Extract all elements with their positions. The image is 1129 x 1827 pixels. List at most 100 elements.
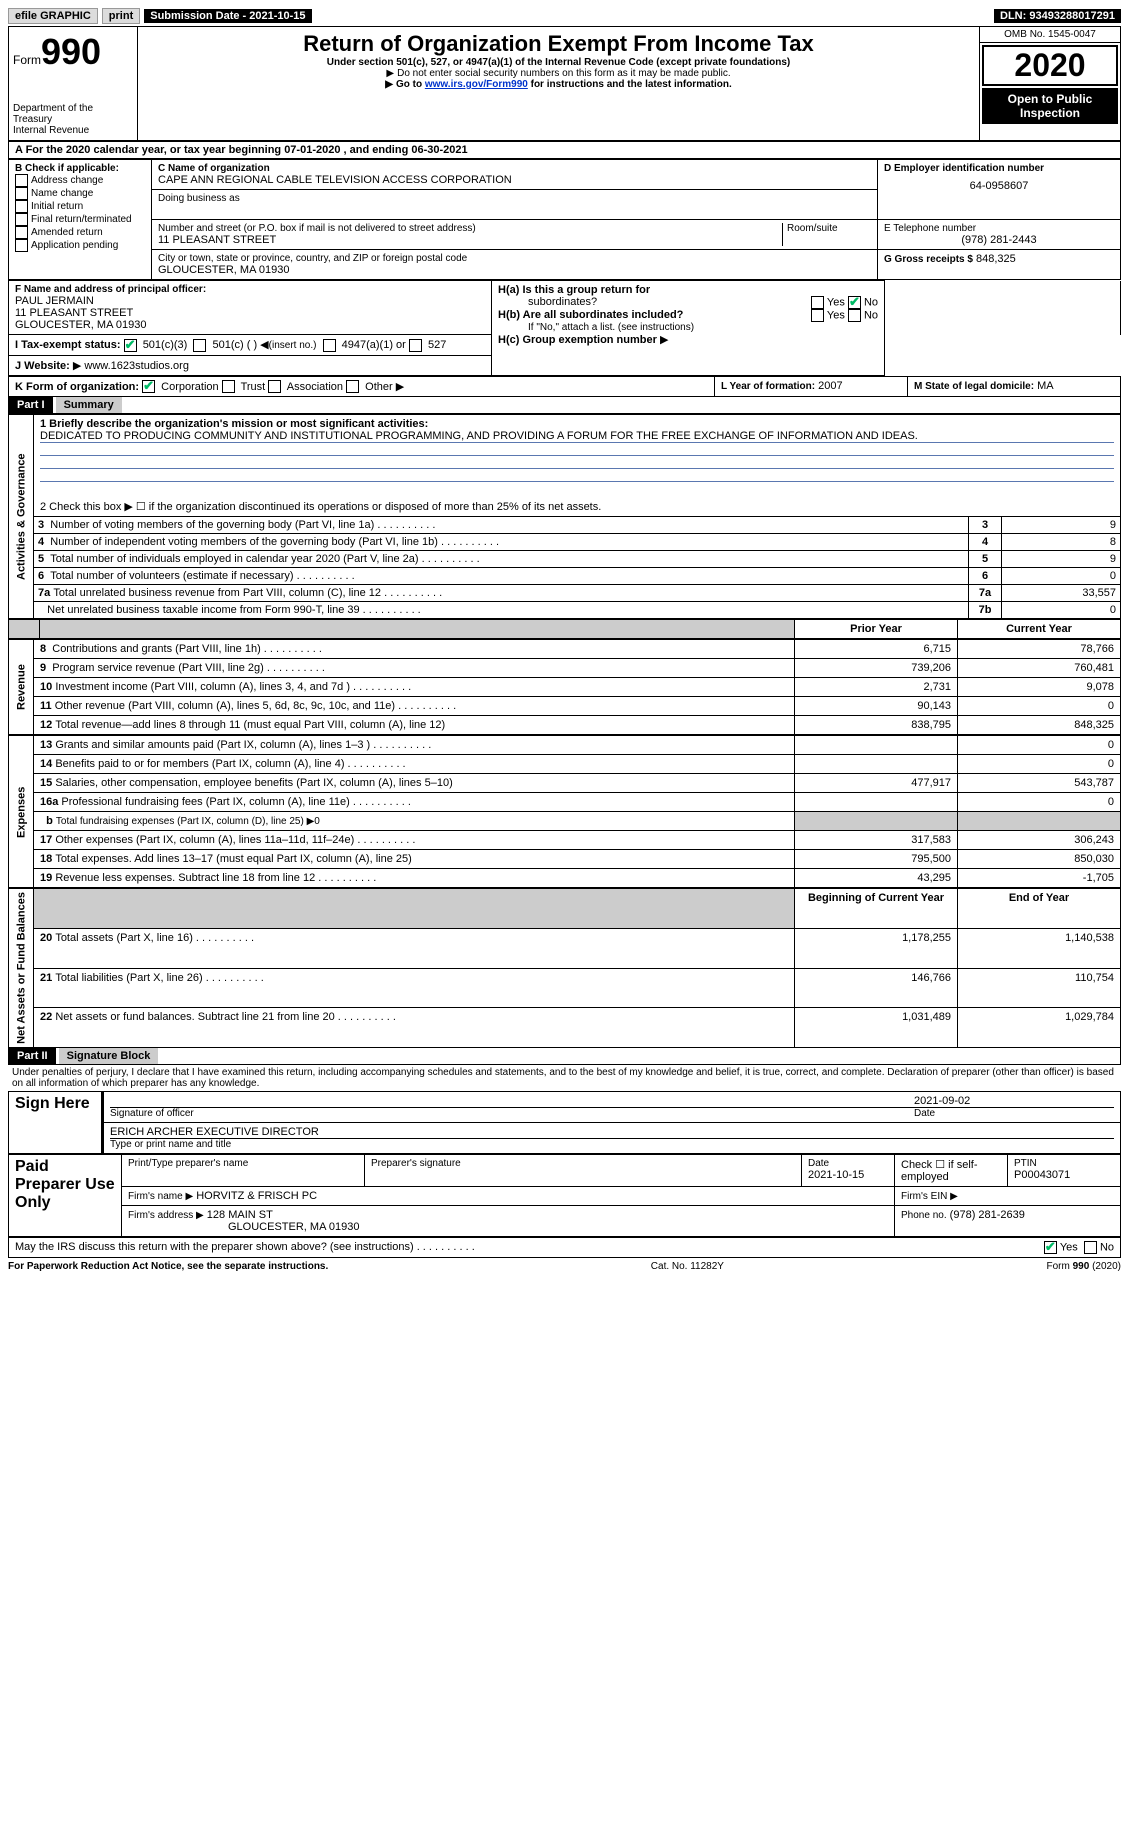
- dept-line2: Treasury: [13, 114, 133, 125]
- exp-14-text: Benefits paid to or for members (Part IX…: [55, 758, 405, 770]
- print-btn[interactable]: print: [102, 8, 140, 24]
- i-527: 527: [428, 339, 446, 351]
- domicile-state: MA: [1037, 380, 1054, 392]
- f-cell: F Name and address of principal officer:…: [9, 281, 492, 335]
- pc-header: Prior Year Current Year: [8, 619, 1121, 639]
- omb-number: OMB No. 1545-0047: [980, 27, 1120, 43]
- k-trust: Trust: [241, 381, 266, 393]
- firm-phone: (978) 281-2639: [950, 1209, 1025, 1221]
- chk-final[interactable]: [15, 213, 28, 226]
- irs-link[interactable]: www.irs.gov/Form990: [425, 79, 528, 90]
- no-text3: No: [1100, 1241, 1114, 1253]
- tax-year: 2020: [982, 45, 1118, 86]
- hb-note: If "No," attach a list. (see instruction…: [528, 322, 878, 333]
- chk-amended[interactable]: [15, 226, 28, 239]
- chk-name[interactable]: [15, 187, 28, 200]
- rev-12-c: 848,325: [958, 716, 1121, 735]
- e-label: E Telephone number: [884, 223, 1114, 234]
- firm-name: HORVITZ & FRISCH PC: [196, 1190, 317, 1202]
- ha-label2: subordinates?: [528, 296, 597, 309]
- hb-yes[interactable]: [811, 309, 824, 322]
- chk-527[interactable]: [409, 339, 422, 352]
- current-year-hdr: Current Year: [958, 620, 1121, 639]
- part2-hdr-row: Part II Signature Block: [8, 1048, 1121, 1065]
- exp-14-p: [795, 755, 958, 774]
- chk-4947[interactable]: [323, 339, 336, 352]
- hb-label: H(b) Are all subordinates included?: [498, 309, 683, 322]
- rev-9-p: 739,206: [795, 659, 958, 678]
- chk-other[interactable]: [346, 380, 359, 393]
- chk-initial[interactable]: [15, 200, 28, 213]
- ha-yes[interactable]: [811, 296, 824, 309]
- form-footer: Form: [1047, 1261, 1073, 1272]
- dln-label: DLN: 93493288017291: [994, 9, 1121, 23]
- form-990-footer: 990: [1073, 1261, 1090, 1272]
- exp-16b-p: [795, 812, 958, 831]
- rev-12-p: 838,795: [795, 716, 958, 735]
- val-7b: 0: [1002, 602, 1121, 619]
- discuss-yes[interactable]: [1044, 1241, 1057, 1254]
- line2: 2 Check this box ▶ ☐ if the organization…: [34, 497, 1121, 517]
- discuss-no[interactable]: [1084, 1241, 1097, 1254]
- exp-16b-text: Total fundraising expenses (Part IX, col…: [56, 816, 320, 827]
- na-20-c: 1,140,538: [958, 928, 1121, 968]
- rev-11-c: 0: [958, 697, 1121, 716]
- sign-date: 2021-09-02: [914, 1095, 1114, 1107]
- firm-phone-label: Phone no.: [901, 1210, 947, 1221]
- firm-ein-label: Firm's EIN ▶: [901, 1191, 958, 1202]
- title-cell: Return of Organization Exempt From Incom…: [138, 27, 980, 141]
- efile-link[interactable]: efile GRAPHIC: [8, 8, 98, 24]
- firm-addr: 128 MAIN ST: [207, 1209, 273, 1221]
- exp-19-p: 43,295: [795, 869, 958, 888]
- exp-13-text: Grants and similar amounts paid (Part IX…: [55, 739, 431, 751]
- f-label: F Name and address of principal officer:: [15, 284, 485, 295]
- chk-501c[interactable]: [193, 339, 206, 352]
- rev-8-p: 6,715: [795, 640, 958, 659]
- revenue-table: Revenue 8 Contributions and grants (Part…: [8, 639, 1121, 735]
- i-501c: 501(c) ( ): [213, 339, 258, 351]
- c-name-label: C Name of organization: [158, 163, 871, 174]
- chk-pending[interactable]: [15, 239, 28, 252]
- hb-no[interactable]: [848, 309, 861, 322]
- goto-pre: Go to: [385, 79, 425, 90]
- chk-trust[interactable]: [222, 380, 235, 393]
- line3-text: Number of voting members of the governin…: [50, 519, 435, 531]
- firm-name-label: Firm's name ▶: [128, 1191, 193, 1202]
- ptin-value: P00043071: [1014, 1169, 1114, 1181]
- exp-13-c: 0: [958, 736, 1121, 755]
- val-5: 9: [1002, 551, 1121, 568]
- chk-address[interactable]: [15, 174, 28, 187]
- line7a-text: Total unrelated business revenue from Pa…: [53, 587, 442, 599]
- perjury-text: Under penalties of perjury, I declare th…: [8, 1065, 1121, 1091]
- chk-501c3[interactable]: [124, 339, 137, 352]
- na-20-text: Total assets (Part X, line 16): [55, 932, 254, 944]
- val-7a: 33,557: [1002, 585, 1121, 602]
- ha-no[interactable]: [848, 296, 861, 309]
- rev-11-p: 90,143: [795, 697, 958, 716]
- rev-label: Revenue: [9, 640, 34, 735]
- exp-15-text: Salaries, other compensation, employee b…: [55, 777, 452, 789]
- officer-addr1: 11 PLEASANT STREET: [15, 307, 485, 319]
- dept-line1: Department of the: [13, 103, 133, 114]
- exp-16a-text: Professional fundraising fees (Part IX, …: [61, 796, 411, 808]
- d-label: D Employer identification number: [884, 163, 1114, 174]
- row-a: A For the 2020 calendar year, or tax yea…: [8, 141, 1121, 159]
- k-cell: K Form of organization: Corporation Trus…: [9, 376, 715, 397]
- chk-assoc[interactable]: [268, 380, 281, 393]
- phone-value: (978) 281-2443: [884, 234, 1114, 246]
- year-cell: OMB No. 1545-0047 2020 Open to Public In…: [980, 27, 1121, 141]
- open-public: Open to Public Inspection: [982, 88, 1118, 124]
- prep-date: 2021-10-15: [808, 1169, 888, 1181]
- beg-year-hdr: Beginning of Current Year: [795, 889, 958, 929]
- fhij-block: F Name and address of principal officer:…: [8, 280, 1121, 376]
- paid-title: Paid Preparer Use Only: [9, 1155, 122, 1237]
- b-item-5: Application pending: [31, 240, 118, 251]
- no-text2: No: [864, 309, 878, 321]
- h-cell: H(a) Is this a group return for subordin…: [492, 281, 885, 376]
- chk-corp[interactable]: [142, 380, 155, 393]
- exp-label: Expenses: [9, 736, 34, 888]
- b-item-3: Final return/terminated: [31, 214, 132, 225]
- self-emp-label: Check ☐ if self-employed: [895, 1155, 1008, 1187]
- part1-title: Summary: [56, 397, 122, 413]
- org-name: CAPE ANN REGIONAL CABLE TELEVISION ACCES…: [158, 174, 871, 186]
